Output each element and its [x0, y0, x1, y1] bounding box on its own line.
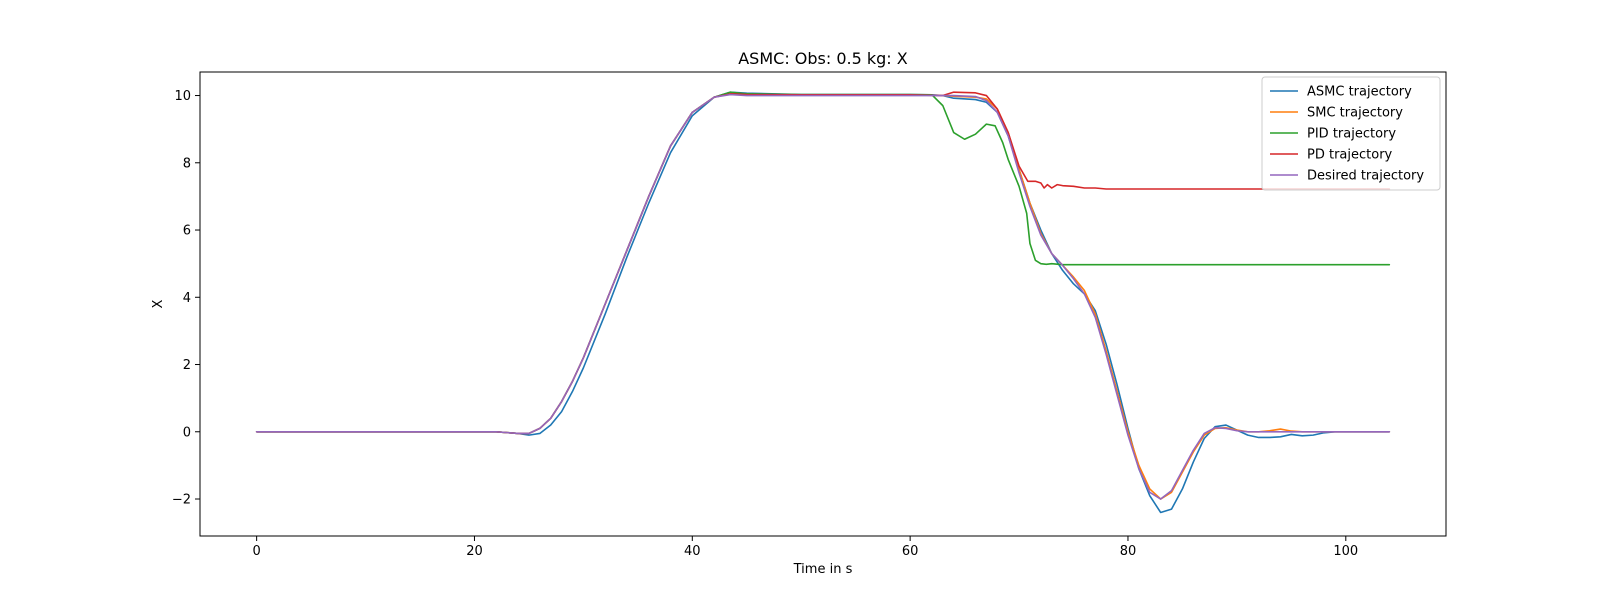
y-tick-label: 10	[174, 89, 191, 104]
legend: ASMC trajectory SMC trajectory PID traject…	[1261, 76, 1441, 191]
legend-entry: ASMC trajectory	[1307, 85, 1412, 100]
x-axis-label: Time in s	[793, 562, 853, 577]
y-tick-label: 8	[183, 156, 191, 171]
y-tick-label: 6	[183, 224, 191, 239]
y-tick-label: −2	[172, 493, 191, 508]
x-tick-label: 60	[902, 544, 919, 559]
x-axis: 0 20 40 60 80 100	[252, 536, 1358, 559]
x-tick-label: 20	[466, 544, 483, 559]
legend-entry: Desired trajectory	[1307, 169, 1424, 184]
plot-area-frame	[199, 71, 1447, 537]
y-axis: −2 0 2 4 6 8 10	[172, 89, 200, 508]
y-axis-label: X	[151, 299, 166, 308]
x-tick-label: 100	[1333, 544, 1358, 559]
x-tick-label: 80	[1120, 544, 1137, 559]
series-line-4	[255, 93, 1391, 500]
y-tick-label: 4	[183, 291, 191, 306]
legend-entry: PID trajectory	[1307, 127, 1396, 142]
legend-entry: SMC trajectory	[1307, 106, 1403, 121]
y-tick-label: 0	[183, 425, 191, 440]
x-tick-label: 40	[684, 544, 701, 559]
series-layer	[255, 91, 1391, 514]
x-tick-label: 0	[252, 544, 260, 559]
legend-entry: PD trajectory	[1307, 148, 1393, 163]
legend-box	[1261, 76, 1441, 191]
y-tick-label: 2	[183, 358, 191, 373]
chart-title: ASMC: Obs: 0.5 kg: X	[738, 49, 908, 68]
